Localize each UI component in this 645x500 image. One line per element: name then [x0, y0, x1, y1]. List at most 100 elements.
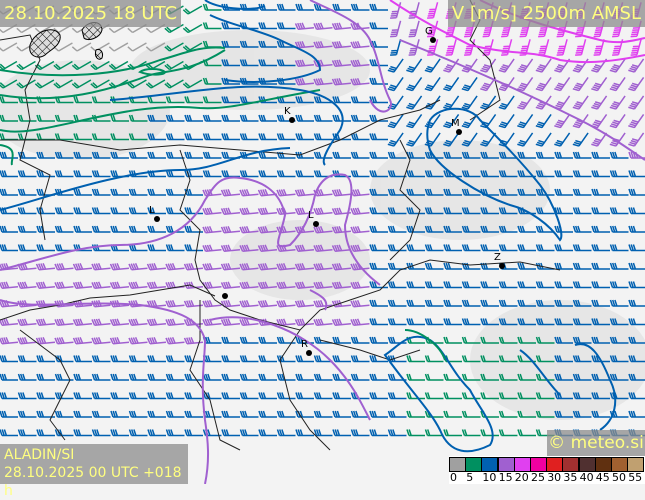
wind-barb-icon — [390, 2, 402, 19]
wind-barb-icon — [128, 263, 148, 271]
wind-barb-icon — [609, 170, 629, 178]
wind-barb-icon — [628, 95, 645, 110]
wind-barb-icon — [276, 263, 296, 271]
wind-barb-icon — [276, 22, 296, 30]
wind-barb-icon — [313, 410, 333, 418]
wind-barb-icon — [54, 373, 74, 381]
wind-barb-icon — [313, 373, 333, 381]
wind-barb-icon — [535, 77, 552, 92]
wind-barb-icon — [73, 410, 92, 418]
wind-barb-icon — [202, 226, 222, 234]
wind-barb-icon — [609, 58, 626, 73]
wind-barb-icon — [369, 392, 388, 400]
wind-barb-icon — [480, 151, 499, 159]
wind-barb-icon — [239, 114, 259, 122]
wind-barb-icon — [17, 225, 37, 233]
wind-barb-icon — [609, 244, 629, 252]
wind-barb-icon — [276, 336, 296, 344]
wind-barb-icon — [628, 151, 645, 159]
wind-barb-icon — [202, 77, 222, 85]
wind-barb-icon — [17, 244, 37, 252]
wind-barb-icon — [110, 133, 129, 141]
wind-barb-icon — [535, 410, 555, 418]
wind-barb-icon — [591, 151, 610, 159]
wind-barb-icon — [369, 3, 388, 11]
wind-barb-icon — [0, 188, 18, 196]
wind-barb-icon — [572, 262, 592, 270]
wind-barb-icon — [350, 133, 370, 141]
wind-barb-icon — [91, 281, 111, 289]
wind-barb-icon — [350, 318, 370, 326]
wind-barb-icon — [128, 133, 148, 141]
wind-barb-icon — [461, 392, 481, 400]
wind-barb-icon — [609, 151, 629, 159]
wind-barb-icon — [258, 22, 277, 30]
wind-barb-icon — [165, 318, 185, 326]
wind-barb-icon — [554, 170, 573, 178]
wind-barb-icon — [482, 20, 494, 38]
wind-barb-icon — [36, 429, 55, 437]
wind-barb-icon — [294, 226, 315, 234]
wind-barb-icon — [517, 151, 536, 159]
wind-barb-icon — [443, 336, 462, 344]
wind-barb-icon — [202, 207, 222, 215]
wind-barb-icon — [276, 40, 296, 48]
wind-barb-icon — [184, 225, 203, 233]
wind-barb-icon — [443, 281, 462, 289]
wind-barb-icon — [36, 392, 55, 400]
wind-barb-icon — [276, 410, 296, 418]
wind-barb-icon — [110, 207, 129, 215]
wind-barb-icon — [406, 355, 425, 363]
wind-barb-icon — [294, 22, 315, 30]
wind-barb-icon — [461, 336, 481, 344]
wind-barb-icon — [313, 170, 333, 178]
wind-barb-icon — [109, 337, 130, 345]
wind-barb-icon — [17, 263, 37, 271]
wind-barb-icon — [406, 410, 425, 418]
wind-barb-icon — [480, 207, 499, 215]
legend-swatch — [627, 457, 645, 472]
wind-barb-icon — [443, 244, 462, 252]
wind-barb-icon — [498, 114, 515, 129]
wind-barb-icon — [91, 337, 111, 345]
wind-barb-icon — [480, 318, 499, 326]
wind-barb-icon — [146, 337, 167, 345]
wind-barb-icon — [350, 336, 370, 344]
wind-barb-icon — [239, 263, 259, 271]
wind-barb-icon — [276, 151, 296, 159]
wind-barb-icon — [221, 114, 240, 122]
wind-barb-icon — [443, 225, 462, 233]
wind-barb-icon — [221, 392, 240, 400]
wind-barb-icon — [54, 392, 74, 400]
wind-barb-icon — [498, 170, 518, 178]
wind-barb-icon — [408, 20, 420, 38]
wind-barb-icon — [424, 281, 444, 289]
precipitation-hatch-icon — [95, 49, 103, 60]
wind-barb-icon — [609, 225, 629, 233]
wind-barb-icon — [202, 3, 222, 11]
wind-barb-icon — [406, 244, 425, 252]
wind-barb-icon — [572, 151, 592, 159]
wind-barb-icon — [128, 410, 148, 418]
wind-barb-icon — [480, 244, 499, 252]
wind-barb-icon — [239, 355, 259, 363]
wind-barb-icon — [258, 40, 277, 48]
wind-barb-icon — [128, 281, 148, 289]
wind-barb-icon — [424, 207, 444, 215]
wind-barb-icon — [424, 262, 444, 270]
wind-barb-icon — [498, 281, 518, 289]
wind-barb-icon — [147, 170, 166, 178]
wind-barb-icon — [91, 392, 111, 400]
wind-barb-icon — [369, 299, 388, 307]
wind-barb-icon — [517, 336, 536, 344]
wind-barb-icon — [184, 244, 203, 252]
wind-barb-icon — [0, 429, 18, 437]
wind-barb-icon — [556, 20, 568, 38]
wind-barb-icon — [128, 188, 148, 196]
wind-barb-icon — [628, 244, 645, 252]
wind-barb-icon — [294, 189, 315, 197]
wind-barb-icon — [54, 170, 74, 178]
wind-barb-icon — [313, 300, 333, 308]
wind-barb-icon — [387, 318, 407, 326]
wind-barb-icon — [73, 133, 92, 141]
